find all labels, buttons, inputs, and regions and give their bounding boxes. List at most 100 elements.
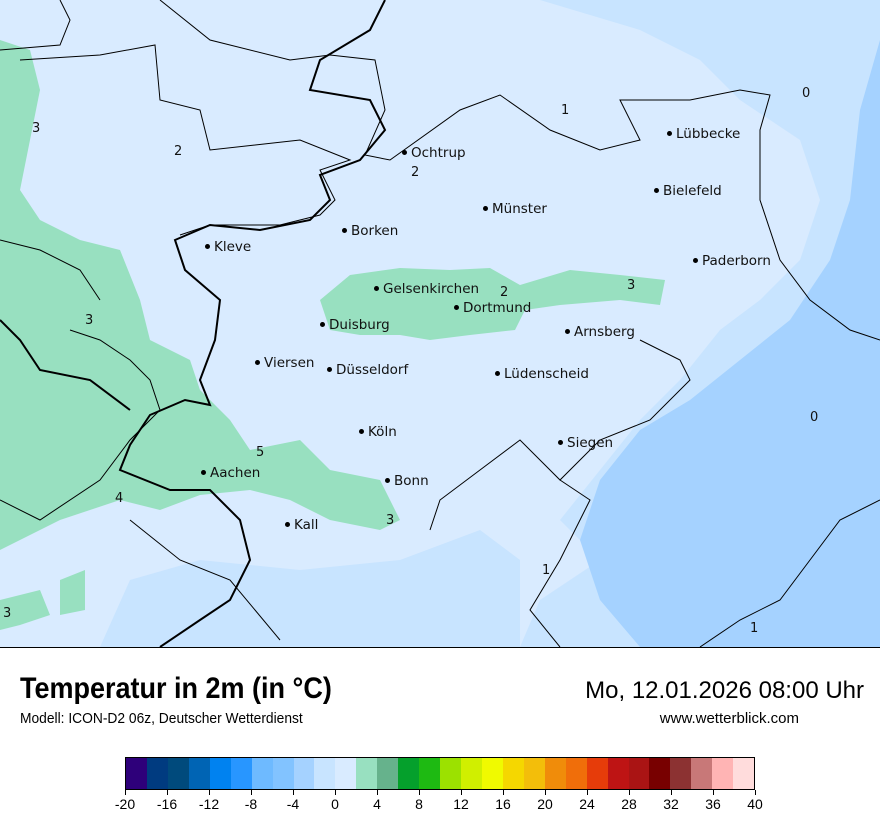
city-dot-icon (667, 130, 672, 136)
city-label: Lübbecke (667, 126, 741, 142)
contour-label: 3 (85, 313, 94, 328)
colorbar-swatch (209, 758, 231, 789)
city-dot-icon (402, 149, 407, 155)
city-label: Bonn (385, 474, 429, 489)
colorbar-tick (503, 790, 504, 795)
model-info: Modell: ICON-D2 06z, Deutscher Wetterdie… (20, 710, 303, 727)
colorbar-swatch (167, 758, 189, 789)
city-label: Köln (359, 424, 397, 440)
city-name: Lübbecke (676, 126, 741, 142)
contour-label: 1 (561, 103, 570, 118)
city-dot-icon (359, 428, 364, 434)
city-dot-icon (374, 285, 379, 291)
city-label: Siegen (558, 435, 614, 451)
city-name: Bielefeld (663, 183, 722, 199)
colorbar-tick-label: 0 (331, 796, 339, 812)
country-border (0, 0, 387, 647)
colorbar-tick-label: 28 (621, 796, 637, 812)
colorbar-tick (125, 790, 126, 795)
borders (0, 0, 880, 647)
colorbar-swatch (314, 758, 336, 789)
city-dot-icon (454, 304, 459, 310)
colorbar-swatch (356, 758, 378, 789)
city-label: Viersen (255, 355, 315, 371)
city-name: Arnsberg (574, 324, 635, 340)
city-label: Gelsenkirchen (374, 281, 480, 297)
city-name: Lüdenscheid (504, 366, 589, 382)
colorbar-swatch (188, 758, 210, 789)
colorbar (125, 757, 755, 790)
contour-label: 0 (810, 410, 819, 425)
colorbar-tick (251, 790, 252, 795)
colorbar-tick-label: -12 (198, 796, 220, 812)
colorbar-swatch (586, 758, 608, 789)
colorbar-swatch (272, 758, 294, 789)
city-label: Kleve (205, 239, 252, 255)
colorbar-swatch (126, 758, 147, 789)
colorbar-tick-label: 24 (579, 796, 595, 812)
city-label: Bielefeld (654, 183, 722, 199)
colorbar-swatch (481, 758, 503, 789)
colorbar-tick (629, 790, 630, 795)
city-name: Gelsenkirchen (383, 281, 480, 297)
city-label: Arnsberg (565, 324, 635, 340)
city-name: Köln (368, 424, 397, 440)
colorbar-tick (209, 790, 210, 795)
city-name: Duisburg (329, 317, 390, 333)
valid-datetime: Mo, 12.01.2026 08:00 Uhr (585, 677, 864, 704)
city-name: Kall (294, 517, 319, 533)
colorbar-swatch (733, 758, 755, 789)
city-dot-icon (385, 477, 390, 483)
colorbar-tick (419, 790, 420, 795)
contour-label: 5 (256, 445, 265, 460)
colorbar-swatch (628, 758, 650, 789)
city-dot-icon (495, 370, 500, 376)
contour-label: 3 (386, 513, 395, 528)
city-label: Münster (483, 202, 547, 217)
city-name: Düsseldorf (336, 362, 409, 378)
city-name: Ochtrup (411, 145, 466, 161)
colorbar-swatch (712, 758, 734, 789)
city-dot-icon (342, 227, 347, 233)
website-link[interactable]: www.wetterblick.com (659, 710, 799, 727)
colorbar-tick-label: 32 (663, 796, 679, 812)
colorbar-tick (377, 790, 378, 795)
city-name: Dortmund (463, 300, 532, 316)
city-name: Viersen (264, 355, 315, 371)
city-name: Aachen (210, 465, 261, 481)
colorbar-swatch (293, 758, 315, 789)
colorbar-tick (755, 790, 756, 795)
city-name: Kleve (214, 239, 252, 255)
colorbar-swatch (502, 758, 524, 789)
city-dot-icon (205, 243, 210, 249)
colorbar-swatch (419, 758, 441, 789)
contour-label: 1 (542, 563, 551, 578)
contour-label: 2 (500, 285, 509, 300)
city-label: Dortmund (454, 300, 532, 316)
colorbar-tick (167, 790, 168, 795)
colorbar-swatch (523, 758, 545, 789)
city-name: Siegen (567, 435, 614, 451)
colorbar-tick-label: 12 (453, 796, 469, 812)
city-dot-icon (285, 521, 290, 527)
temp-area-2-4-ruhr (320, 268, 665, 340)
colorbar-swatch (335, 758, 357, 789)
city-dot-icon (565, 328, 570, 334)
colorbar-tick (335, 790, 336, 795)
contour-label: 4 (115, 491, 124, 506)
contour-label: 2 (411, 165, 420, 180)
temp-area-2-4-west-low (0, 570, 85, 630)
contour-label: 3 (627, 278, 636, 293)
contour-label: 3 (32, 121, 41, 136)
colorbar-tick-label: 8 (415, 796, 423, 812)
colorbar-swatch (544, 758, 566, 789)
city-dot-icon (255, 359, 260, 365)
city-dot-icon (654, 187, 659, 193)
city-dot-icon (558, 439, 563, 445)
contour-label: 2 (174, 144, 183, 159)
colorbar-swatch (251, 758, 273, 789)
city-label: Lüdenscheid (495, 366, 589, 382)
city-dot-icon (483, 205, 488, 211)
colorbar-tick (293, 790, 294, 795)
colorbar-swatch (440, 758, 461, 789)
